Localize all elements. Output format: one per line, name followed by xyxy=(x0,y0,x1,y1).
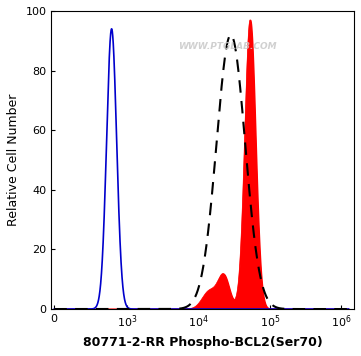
Text: WWW.PTGLAB.COM: WWW.PTGLAB.COM xyxy=(178,42,276,51)
Y-axis label: Relative Cell Number: Relative Cell Number xyxy=(7,94,20,226)
X-axis label: 80771-2-RR Phospho-BCL2(Ser70): 80771-2-RR Phospho-BCL2(Ser70) xyxy=(83,336,323,349)
